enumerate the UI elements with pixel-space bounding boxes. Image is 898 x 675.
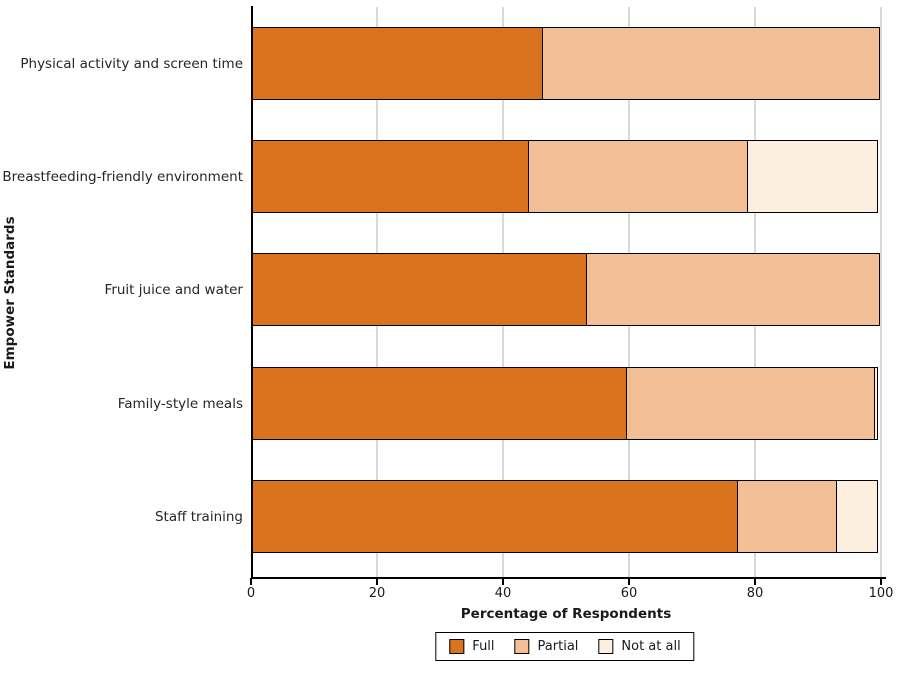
- x-tick-0: [250, 578, 252, 585]
- y-axis-line: [251, 6, 253, 578]
- x-tick-label-60: 60: [620, 586, 638, 601]
- bar-row: [251, 367, 879, 440]
- bar-segment-partial: [736, 480, 838, 553]
- x-tick-label-100: 100: [868, 586, 894, 601]
- x-tick-80: [754, 578, 756, 585]
- category-label: Fruit juice and water: [104, 281, 243, 298]
- bar-segment-full: [251, 27, 544, 100]
- bar-row: [251, 253, 880, 326]
- legend-label: Full: [472, 639, 495, 654]
- plot-area: [251, 7, 882, 578]
- bar-segment-not-at-all: [836, 480, 879, 553]
- x-tick-label-20: 20: [368, 586, 386, 601]
- bar-row: [251, 27, 880, 100]
- gridline-100: [880, 7, 882, 578]
- bar-segment-partial: [528, 140, 749, 213]
- legend-item-partial: Partial: [514, 639, 579, 654]
- legend-swatch-not-at-all: [598, 639, 614, 654]
- bar-row: [251, 480, 879, 553]
- x-tick-40: [502, 578, 504, 585]
- x-tick-label-0: 0: [246, 586, 256, 601]
- bar-segment-not-at-all: [747, 140, 879, 213]
- category-label: Breastfeeding-friendly environment: [2, 168, 243, 185]
- bar-row: [251, 140, 879, 213]
- legend-item-not-at-all: Not at all: [598, 639, 681, 654]
- legend: Full Partial Not at all: [435, 632, 695, 661]
- bar-segment-partial: [541, 27, 880, 100]
- legend-swatch-partial: [514, 639, 530, 654]
- x-tick-label-40: 40: [494, 586, 512, 601]
- x-tick-20: [376, 578, 378, 585]
- bar-segment-full: [251, 367, 628, 440]
- legend-swatch-full: [449, 639, 465, 654]
- bar-segment-partial: [625, 367, 876, 440]
- legend-label: Partial: [537, 639, 579, 654]
- bar-segment-full: [251, 480, 738, 553]
- x-tick-label-80: 80: [746, 586, 764, 601]
- bar-segment-partial: [586, 253, 880, 326]
- legend-item-full: Full: [449, 639, 495, 654]
- category-label: Family-style meals: [117, 395, 243, 412]
- bar-segment-full: [251, 140, 530, 213]
- category-label: Staff training: [154, 508, 243, 525]
- x-axis-line: [251, 577, 886, 579]
- x-tick-100: [880, 578, 882, 585]
- category-label: Physical activity and screen time: [20, 55, 243, 72]
- x-axis-title: Percentage of Respondents: [460, 606, 672, 622]
- x-tick-60: [628, 578, 630, 585]
- bar-segment-full: [251, 253, 588, 326]
- bar-segment-not-at-all: [873, 367, 879, 440]
- legend-label: Not at all: [621, 639, 681, 654]
